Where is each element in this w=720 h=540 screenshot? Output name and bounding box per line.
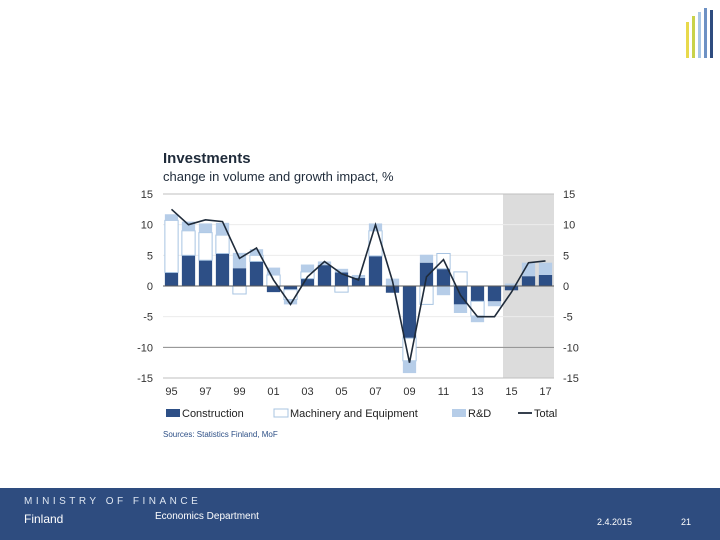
bar-rd bbox=[453, 304, 468, 313]
x-tick-label: 05 bbox=[335, 386, 347, 398]
bar-machinery bbox=[164, 219, 179, 274]
y-tick-label-left: 5 bbox=[147, 250, 153, 262]
bar-construction bbox=[436, 268, 451, 286]
bar-rd bbox=[181, 221, 196, 231]
bar-rd bbox=[402, 360, 417, 374]
total-line bbox=[170, 208, 546, 363]
bar-machinery bbox=[334, 285, 349, 293]
department-name: Economics Department bbox=[155, 511, 259, 522]
bar-rd bbox=[300, 264, 315, 272]
bar-machinery bbox=[181, 230, 196, 256]
x-tick-label: 99 bbox=[233, 386, 245, 398]
legend-swatch-machinery bbox=[273, 408, 289, 418]
bar-construction bbox=[487, 286, 502, 302]
x-tick-label: 11 bbox=[438, 386, 449, 398]
bar-construction bbox=[249, 261, 264, 286]
x-tick-label: 01 bbox=[267, 386, 279, 398]
legend-label-machinery: Machinery and Equipment bbox=[290, 408, 418, 420]
y-tick-label-right: -10 bbox=[563, 342, 579, 354]
y-tick-label-right: -5 bbox=[563, 312, 573, 324]
x-tick-label: 13 bbox=[471, 386, 483, 398]
bar-rd bbox=[317, 261, 332, 266]
x-tick-label: 97 bbox=[199, 386, 211, 398]
y-tick-label-left: -10 bbox=[137, 342, 153, 354]
bar-machinery bbox=[232, 285, 247, 295]
bar-rd bbox=[504, 283, 519, 286]
bar-rd bbox=[215, 222, 230, 236]
legend-label-total: Total bbox=[534, 408, 557, 420]
ministry-country: Finland bbox=[24, 512, 64, 526]
chart-subtitle: change in volume and growth impact, % bbox=[163, 169, 394, 184]
bar-rd bbox=[198, 223, 213, 233]
legend-swatch-construction bbox=[166, 409, 180, 417]
y-tick-label-left: 0 bbox=[147, 281, 153, 293]
x-tick-label: 03 bbox=[301, 386, 313, 398]
y-tick-label-right: 10 bbox=[563, 220, 575, 232]
bar-construction bbox=[215, 253, 230, 286]
bar-rd bbox=[164, 214, 179, 221]
legend-label-rd: R&D bbox=[468, 408, 491, 420]
bar-rd bbox=[419, 254, 434, 263]
bar-machinery bbox=[300, 271, 315, 280]
bar-machinery bbox=[368, 230, 383, 257]
bar-construction bbox=[521, 276, 536, 286]
bar-rd bbox=[470, 316, 485, 323]
bar-construction bbox=[470, 286, 485, 302]
bar-construction bbox=[334, 272, 349, 286]
slide-date: 2.4.2015 bbox=[597, 517, 633, 527]
y-tick-label-left: -5 bbox=[143, 312, 153, 324]
bar-construction bbox=[368, 255, 383, 286]
y-tick-label-left: 15 bbox=[141, 189, 153, 201]
y-tick-label-left: -15 bbox=[137, 373, 153, 385]
y-tick-label-left: 10 bbox=[141, 220, 153, 232]
y-tick-label-right: -15 bbox=[563, 373, 579, 385]
legend-swatch-rd bbox=[452, 409, 466, 417]
bar-construction bbox=[300, 278, 315, 286]
ministry-name: MINISTRY OF FINANCE bbox=[24, 496, 202, 507]
legend-label-construction: Construction bbox=[182, 408, 244, 420]
bar-rd bbox=[266, 267, 281, 275]
x-tick-label: 07 bbox=[369, 386, 381, 398]
x-tick-label: 15 bbox=[505, 386, 517, 398]
bar-construction bbox=[419, 262, 434, 286]
bar-rd bbox=[538, 262, 553, 275]
bar-construction bbox=[504, 286, 519, 291]
bar-construction bbox=[317, 265, 332, 286]
bar-rd bbox=[487, 301, 502, 307]
bar-rd bbox=[436, 286, 451, 296]
bar-rd bbox=[283, 299, 298, 305]
page-number: 21 bbox=[681, 517, 692, 527]
bar-construction bbox=[232, 268, 247, 286]
investments-chart: 15 15 10 10 5 5 0 0 -5 -5 -10 -10 -15 -15 95 97 99 01 03 05… bbox=[137, 189, 579, 420]
bar-construction bbox=[181, 255, 196, 286]
bar-rd bbox=[249, 249, 264, 256]
y-tick-label-right: 0 bbox=[563, 281, 569, 293]
chart-source: Sources: Statistics Finland, MoF bbox=[163, 430, 278, 439]
bar-machinery bbox=[198, 232, 213, 261]
y-tick-label-right: 15 bbox=[563, 189, 575, 201]
bar-construction bbox=[283, 286, 298, 290]
bar-construction bbox=[266, 286, 281, 293]
bar-rd bbox=[351, 274, 366, 279]
bar-rd bbox=[334, 268, 349, 273]
bar-construction bbox=[402, 286, 417, 339]
bar-rd bbox=[521, 262, 536, 277]
ministry-logo-bars-icon bbox=[686, 8, 713, 58]
bar-construction bbox=[385, 286, 400, 293]
y-tick-label-right: 5 bbox=[563, 250, 569, 262]
x-tick-label: 95 bbox=[165, 386, 177, 398]
bar-construction bbox=[351, 278, 366, 286]
bar-construction bbox=[164, 272, 179, 286]
x-tick-label: 09 bbox=[403, 386, 415, 398]
chart-title: Investments bbox=[163, 150, 251, 167]
bar-machinery bbox=[470, 300, 485, 317]
x-tick-label: 17 bbox=[539, 386, 551, 398]
bar-machinery bbox=[215, 234, 230, 254]
bar-construction bbox=[538, 274, 553, 286]
bar-construction bbox=[198, 260, 213, 286]
footer-bar: MINISTRY OF FINANCE Finland Economics De… bbox=[0, 488, 720, 540]
